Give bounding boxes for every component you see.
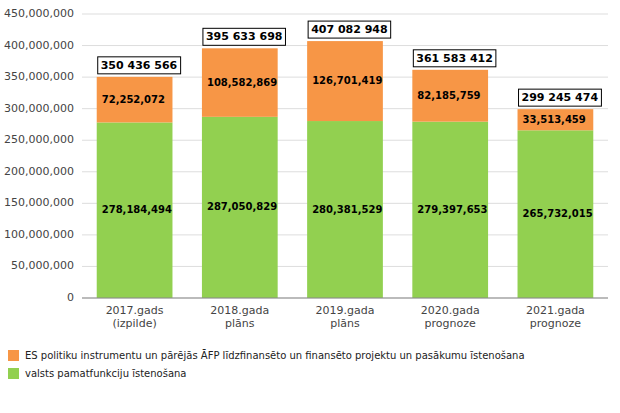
legend-label: valsts pamatfunkciju īstenošana [25, 368, 187, 379]
data-label: 33,513,459 [523, 114, 586, 125]
x-tick-label-line: 2021.gada [526, 304, 585, 317]
legend-label: ES politiku instrumentu un pārējās ĀFP l… [25, 349, 525, 361]
x-tick-label-line: prognoze [530, 317, 581, 330]
y-tick-label: 200,000,000 [4, 165, 74, 178]
total-box [413, 50, 496, 67]
data-label: 279,397,653 [417, 204, 487, 215]
y-tick-label: 350,000,000 [4, 70, 74, 83]
data-label: 265,732,015 [523, 208, 593, 219]
legend-swatch [8, 368, 19, 379]
grid-line [82, 298, 608, 299]
bar-segment [518, 130, 594, 298]
y-tick-label: 150,000,000 [4, 196, 74, 209]
total-label: 395 633 698 [206, 30, 283, 43]
data-label: 280,381,529 [312, 204, 382, 215]
x-tick-label-line: 2020.gada [421, 304, 480, 317]
grid [82, 14, 608, 298]
total-label: 361 583 412 [416, 52, 493, 65]
x-tick-label-line: plāns [330, 317, 360, 330]
bar-segment [202, 48, 278, 117]
data-label: 126,701,419 [312, 75, 382, 86]
bar-segment [97, 122, 173, 298]
legend-swatch [8, 350, 19, 361]
data-label: 278,184,494 [102, 204, 172, 215]
total-box [519, 89, 602, 106]
x-tick-label-line: plāns [225, 317, 255, 330]
total-label: 299 245 474 [522, 91, 599, 104]
x-tick-label-line: 2019.gada [316, 304, 375, 317]
x-tick-label: 2018.gadaplāns [210, 304, 269, 330]
x-tick-label: 2020.gadaprognoze [421, 304, 480, 330]
bar-segment [412, 122, 488, 298]
x-tick-label-line: prognoze [425, 317, 476, 330]
y-tick-label: 50,000,000 [11, 259, 74, 272]
total-label-group: 299 245 474 [519, 89, 602, 106]
data-label: 72,252,072 [102, 94, 165, 105]
x-tick-label: 2017.gads(izpilde) [106, 304, 164, 330]
x-tick-label-line: 2017.gads [106, 304, 164, 317]
total-label-group: 395 633 698 [203, 28, 286, 45]
bar-segment [307, 121, 383, 298]
total-label-group: 407 082 948 [308, 21, 391, 38]
x-tick-label: 2021.gadaprognoze [526, 304, 585, 330]
chart: 0 50,000,000 100,000,000 150,000,000 200,000… [0, 0, 620, 413]
total-label: 350 436 566 [101, 59, 178, 72]
bar-segment [307, 41, 383, 121]
x-tick-label-line: 2018.gada [210, 304, 269, 317]
x-axis-line [82, 298, 608, 299]
bar-segment [97, 77, 173, 123]
total-label-group: 350 436 566 [98, 57, 181, 74]
y-tick-label: 100,000,000 [4, 228, 74, 241]
total-box [203, 28, 286, 45]
legend: ES politiku instrumentu un pārējās ĀFP l… [8, 349, 525, 379]
bar-segment [412, 70, 488, 122]
y-tick-label: 250,000,000 [4, 133, 74, 146]
x-tick-label: 2019.gadaplāns [316, 304, 375, 330]
bar-segment [518, 109, 594, 130]
x-tick-label-line: (izpilde) [112, 317, 156, 330]
data-label: 287,050,829 [207, 201, 277, 212]
data-label: 82,185,759 [417, 90, 480, 101]
data-label: 108,582,869 [207, 77, 277, 88]
total-label-group: 361 583 412 [413, 50, 496, 67]
total-box [98, 57, 181, 74]
y-tick-label: 450,000,000 [4, 7, 74, 20]
y-tick-label: 0 [67, 291, 74, 304]
total-label: 407 082 948 [311, 23, 388, 36]
grid-line [82, 14, 608, 15]
bar-segment [202, 117, 278, 298]
y-tick-label: 300,000,000 [4, 102, 74, 115]
bars [97, 41, 594, 298]
y-tick-label: 400,000,000 [4, 39, 74, 52]
total-box [308, 21, 391, 38]
